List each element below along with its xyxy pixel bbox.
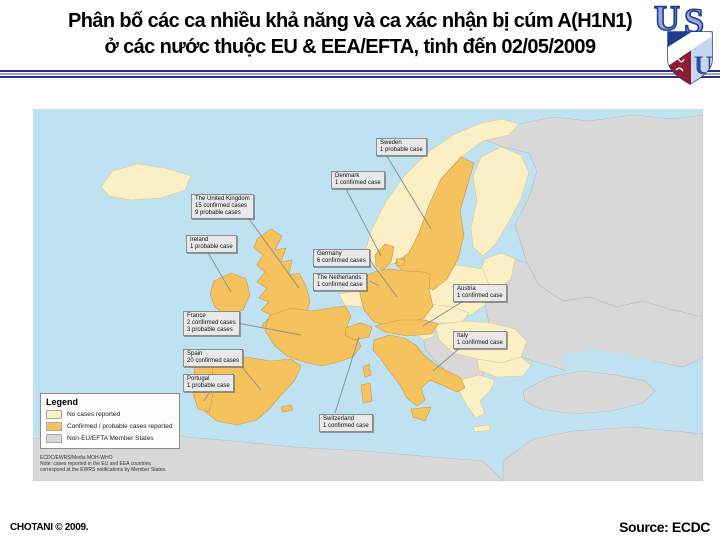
country-denmark: [374, 243, 395, 271]
island-crete: [472, 424, 492, 433]
data-source: Source: ECDC: [619, 519, 710, 535]
country-greece: [459, 374, 496, 419]
callout-austria-text: Austria: [457, 286, 476, 292]
leader-line-france: [236, 322, 302, 336]
callout-switzerland-text: 1 confirmed case: [323, 423, 369, 429]
callout-netherlands-text: The Netherlands: [317, 275, 362, 281]
legend-item-label: Confirmed / probable cases reported: [67, 423, 173, 430]
callout-portugal-text: 1 probable case: [187, 383, 230, 389]
country-france: [264, 305, 362, 367]
leader-line-denmark: [344, 186, 382, 257]
callout-austria-text: 1 confirmed case: [457, 293, 503, 299]
callout-sweden-text: Sweden: [380, 140, 402, 146]
island-balearic: [280, 404, 294, 413]
country-finland: [470, 146, 530, 257]
callout-denmark: Denmark 1 confirmed case: [331, 171, 385, 189]
slide-title: Phân bố các ca nhiều khả năng và ca xác …: [0, 8, 700, 60]
callout-spain-text: 20 confirmed cases: [187, 358, 240, 364]
region-middle-east: [502, 426, 703, 481]
callout-leader-lines: [203, 152, 466, 414]
map-footnote-line: correspond at the EWRS notifications by …: [40, 467, 167, 473]
callout-italy-text: Italy: [457, 333, 469, 339]
callout-italy: Italy 1 confirmed case: [453, 331, 507, 349]
callout-united-kingdom-text: 9 probable cases: [195, 210, 241, 216]
island-corsica: [362, 363, 372, 378]
map-footnote-line: ECDC/EWRS/Media MOH-WHO: [40, 455, 113, 461]
leader-line-italy: [432, 346, 462, 372]
callout-united-kingdom-text: The United Kingdom: [195, 196, 250, 202]
legend-swatch: [46, 434, 62, 443]
callout-denmark-text: 1 confirmed case: [335, 180, 381, 186]
leader-line-germany: [368, 258, 398, 298]
callout-united-kingdom: The United Kingdom 15 confirmed cases 9 pr…: [191, 194, 254, 219]
map-footnote: ECDC/EWRS/Media MOH-WHO Note: cases repor…: [40, 455, 166, 473]
callout-germany: Germany 6 confirmed cases: [313, 249, 370, 267]
map-legend: Legend No cases reported Confirmed / prob…: [40, 393, 180, 449]
callout-france-text: 2 confirmed cases: [187, 320, 236, 326]
europe-choropleth-map: Sweden 1 probable case Denmark 1 confirmed …: [33, 109, 703, 481]
leader-line-united-kingdom: [246, 215, 300, 289]
legend-title: Legend: [46, 397, 79, 407]
slide-title-line2: ở các nước thuộc EU & EEA/EFTA, tinh đến…: [104, 36, 597, 58]
callout-spain: Spain 20 confirmed cases: [183, 349, 244, 367]
map-footnote-line: Note: cases reported in the EU and EEA c…: [40, 461, 151, 467]
leader-line-austria: [422, 299, 466, 327]
legend-item-label: Non-EU/EFTA Member States: [67, 435, 154, 442]
legend-item: No cases reported: [46, 410, 174, 419]
callout-ireland-text: Ireland: [190, 237, 209, 243]
leader-line-ireland: [206, 250, 232, 293]
callout-france: France 2 confirmed cases 3 probable cases: [183, 311, 240, 336]
callout-netherlands-text: 1 confirmed case: [317, 282, 363, 288]
callout-netherlands: The Netherlands 1 confirmed case: [313, 273, 367, 291]
callout-sweden-text: 1 probable case: [380, 147, 423, 153]
callout-italy-text: 1 confirmed case: [457, 340, 503, 346]
legend-items: No cases reported Confirmed / probable ca…: [46, 410, 174, 443]
callout-germany-text: Germany: [317, 251, 342, 257]
slide-title-line1: Phân bố các ca nhiều khả năng và ca xác …: [67, 10, 633, 32]
legend-item: Non-EU/EFTA Member States: [46, 434, 174, 443]
island-sicily: [410, 406, 432, 422]
country-bulgaria: [476, 356, 532, 378]
legend-swatch: [46, 410, 62, 419]
callout-denmark-text: Denmark: [335, 173, 360, 179]
island-zealand: [395, 257, 406, 267]
callout-ireland: Ireland 1 probable case: [186, 235, 237, 253]
callout-united-kingdom-text: 15 confirmed cases: [195, 203, 248, 209]
header-divider: [0, 70, 720, 79]
legend-item: Confirmed / probable cases reported: [46, 422, 174, 431]
island-sardinia: [360, 382, 373, 404]
callout-sweden: Sweden 1 probable case: [376, 138, 427, 156]
callout-spain-text: Spain: [187, 351, 203, 357]
country-iceland: [100, 163, 192, 201]
callout-portugal-text: Portugal: [187, 376, 210, 382]
callout-germany-text: 6 confirmed cases: [317, 258, 366, 264]
callout-ireland-text: 1 probable case: [190, 244, 233, 250]
svg-text:U: U: [654, 0, 680, 38]
callout-france-text: 3 probable cases: [187, 327, 233, 333]
country-ireland: [209, 272, 251, 317]
callout-portugal: Portugal 1 probable case: [183, 374, 234, 392]
map-canvas: [33, 109, 703, 481]
leader-line-switzerland: [334, 336, 360, 414]
callout-switzerland: Switzerland 1 confirmed case: [319, 414, 373, 432]
usu-shield-logo: U S U: [652, 0, 716, 88]
country-germany: [359, 268, 434, 327]
country-turkey: [522, 370, 656, 415]
callout-austria: Austria 1 confirmed case: [453, 284, 507, 302]
legend-item-label: No cases reported: [67, 411, 121, 418]
callout-switzerland-text: Switzerland: [323, 416, 355, 422]
country-italy: [372, 334, 466, 407]
author-credit: CHOTANI © 2009.: [10, 522, 89, 533]
leader-line-sweden: [384, 152, 432, 230]
usu-shield-logo-graphic: U S U: [653, 0, 713, 85]
country-spain: [194, 354, 302, 426]
callout-france-text: France: [187, 313, 206, 319]
legend-swatch: [46, 422, 62, 431]
country-austria: [374, 319, 439, 337]
country-switzerland: [344, 322, 373, 341]
leader-line-netherlands: [369, 280, 380, 287]
